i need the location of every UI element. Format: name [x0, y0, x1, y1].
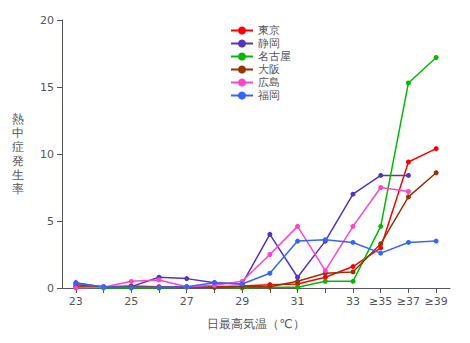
svg-text:名古屋: 名古屋: [258, 50, 291, 63]
svg-text:≥35: ≥35: [369, 295, 392, 308]
svg-text:31: 31: [291, 295, 305, 308]
svg-text:広島: 広島: [258, 76, 280, 89]
svg-text:福岡: 福岡: [258, 89, 280, 102]
svg-text:症: 症: [12, 140, 24, 154]
svg-text:大阪: 大阪: [258, 63, 280, 76]
svg-text:20: 20: [40, 14, 54, 27]
svg-text:生: 生: [12, 168, 24, 182]
svg-text:15: 15: [40, 81, 54, 94]
svg-text:≥39: ≥39: [425, 295, 448, 308]
svg-text:5: 5: [47, 215, 54, 228]
svg-text:33: 33: [346, 295, 360, 308]
svg-text:中: 中: [12, 126, 24, 140]
svg-text:≥37: ≥37: [397, 295, 420, 308]
svg-text:率: 率: [12, 182, 24, 196]
svg-text:27: 27: [180, 295, 194, 308]
svg-text:静岡: 静岡: [258, 37, 280, 50]
svg-text:23: 23: [69, 295, 83, 308]
svg-text:10: 10: [40, 148, 54, 161]
svg-text:0: 0: [47, 282, 54, 295]
svg-text:29: 29: [235, 295, 249, 308]
svg-text:東京: 東京: [258, 24, 280, 37]
svg-text:発: 発: [12, 154, 24, 168]
svg-text:熱: 熱: [12, 112, 24, 126]
svg-text:25: 25: [124, 295, 138, 308]
svg-text:日最高気温（℃）: 日最高気温（℃）: [207, 317, 304, 331]
